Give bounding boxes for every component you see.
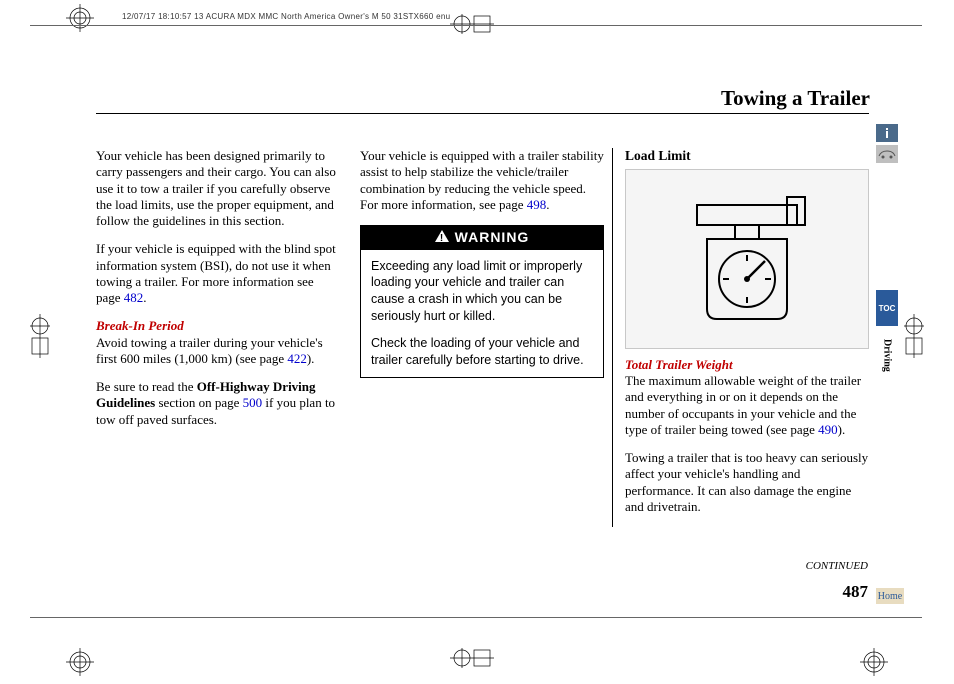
col1-p1: Your vehicle has been designed primarily… [96,148,340,229]
page-title: Towing a Trailer [721,86,870,111]
tab-home-label: Home [878,591,902,602]
car-icon [878,149,896,159]
tab-info[interactable] [876,124,898,142]
svg-text:!: ! [439,233,443,242]
title-rule [96,113,869,114]
header-rule [30,25,922,26]
scale-icon [667,189,827,329]
col1-p4: Be sure to read the Off-Highway Driving … [96,379,340,428]
ttw-section: Total Trailer Weight The maximum allowab… [625,357,869,438]
breakin-heading: Break-In Period [96,318,184,333]
cropmark-top-center [450,12,494,36]
page-link-482[interactable]: 482 [124,290,144,305]
print-job-header: 12/07/17 18:10:57 13 ACURA MDX MMC North… [122,12,450,21]
column-2: Your vehicle is equipped with a trailer … [352,148,613,527]
scale-figure [625,169,869,349]
cropmark-mid-right [902,314,926,358]
warning-p1: Exceeding any load limit or improperly l… [371,258,593,326]
warning-p2: Check the loading of your vehicle and tr… [371,335,593,369]
col3-p2: Towing a trailer that is too heavy can s… [625,450,869,515]
column-1: Your vehicle has been designed primarily… [96,148,352,527]
warning-body: Exceeding any load limit or improperly l… [361,250,603,377]
warning-box: ! WARNING Exceeding any load limit or im… [360,225,604,378]
cropmark-bottom-left [66,648,94,676]
breakin-section: Break-In Period Avoid towing a trailer d… [96,318,340,367]
warning-header: ! WARNING [361,226,603,250]
page-link-422[interactable]: 422 [287,351,307,366]
page-link-490[interactable]: 490 [818,422,838,437]
content-columns: Your vehicle has been designed primarily… [96,148,869,527]
tab-driving[interactable]: Driving [876,330,898,380]
page-link-500[interactable]: 500 [243,395,263,410]
tab-home[interactable]: Home [876,588,904,604]
col2-p1: Your vehicle is equipped with a trailer … [360,148,604,213]
tab-driving-label: Driving [882,339,893,372]
page-link-498[interactable]: 498 [527,197,547,212]
tab-toc[interactable]: TOC [876,290,898,326]
load-limit-heading: Load Limit [625,148,869,165]
tab-toc-label: TOC [879,304,896,313]
info-icon [881,127,893,139]
cropmark-top-left [66,4,94,32]
continued-label: CONTINUED [806,560,868,572]
footer-rule [30,617,922,618]
cropmark-bottom-right [860,648,888,676]
page-number: 487 [843,582,869,602]
ttw-heading: Total Trailer Weight [625,357,733,372]
col1-p2: If your vehicle is equipped with the bli… [96,241,340,306]
tab-vehicle[interactable] [876,145,898,163]
cropmark-mid-left [28,314,52,358]
warning-label: WARNING [455,229,530,247]
cropmark-bottom-center [450,646,494,670]
warning-triangle-icon: ! [435,229,449,247]
column-3: Load Limit Total Trai [613,148,869,527]
